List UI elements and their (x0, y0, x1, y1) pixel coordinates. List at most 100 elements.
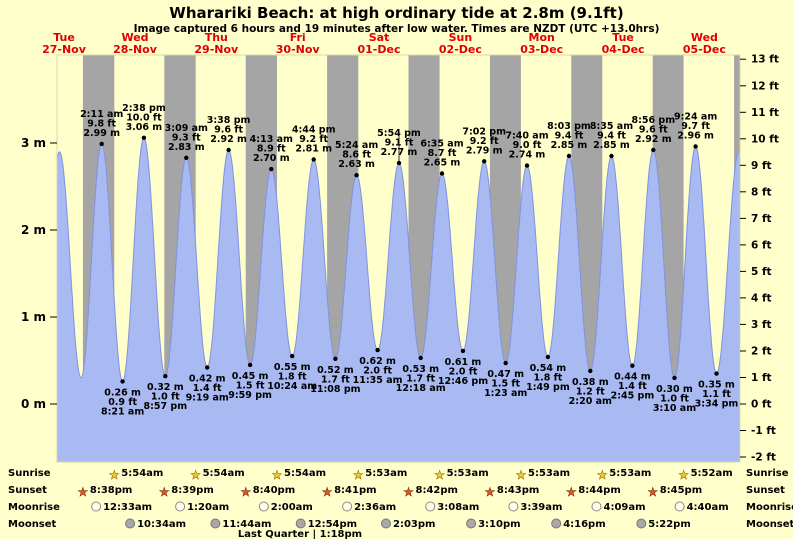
tide-point (672, 375, 677, 381)
low-tide-marker: 0.45 m1.5 ft9:59 pm (228, 362, 272, 401)
low-tide-marker: 0.44 m1.4 ft2:45 pm (611, 363, 655, 402)
tide-annotation-line: 1.8 ft (533, 373, 562, 384)
moonrise-icon (508, 501, 519, 512)
tide-annotation-line: 2.92 m (635, 134, 672, 145)
sunset-icon: ★ (647, 485, 658, 499)
sunrise-time: 5:53am (447, 468, 489, 479)
tide-point (609, 153, 614, 159)
high-tide-marker: 9:24 am9.7 ft2.96 m (674, 112, 717, 149)
moonset-icon (210, 518, 221, 529)
tide-annotation-line: 2.74 m (509, 150, 546, 161)
day-weekday: Sat (369, 31, 390, 44)
day-weekday: Fri (290, 31, 306, 44)
astro-rows: Sunrise Sunrise Sunset Sunset Moonrise Moonri… (8, 468, 793, 539)
tide-annotation-line: 9.4 ft (597, 131, 626, 142)
tide-annotation-line: 0.32 m (147, 382, 184, 393)
tide-point (247, 362, 253, 368)
moonset-icon (381, 518, 391, 529)
sunset-time: 8:42pm (416, 485, 458, 496)
high-tide-marker: 5:24 am8.6 ft2.63 m (335, 140, 378, 178)
tide-annotation-line: 9:19 am (186, 393, 229, 404)
moonset-time: 10:34am (137, 519, 186, 530)
axis-label-m: 1 m (21, 310, 46, 324)
tide-point (120, 379, 125, 384)
tide-annotation-line: 2.83 m (168, 142, 205, 153)
row-label-sunrise-left: Sunrise (8, 468, 51, 479)
tide-annotation-line: 2:45 pm (611, 391, 655, 402)
high-tide-marker: 3:38 pm9.6 ft2.92 m (207, 115, 251, 153)
tide-area (57, 137, 740, 462)
tide-annotation-line: 0.9 ft (108, 397, 137, 408)
moonrise-icon (342, 501, 353, 512)
sunset-icon: ★ (159, 485, 170, 499)
tide-annotation-line: 9.1 ft (385, 138, 414, 149)
chart-title: Wharariki Beach: at high ordinary tide a… (169, 4, 624, 22)
tide-annotation-line: 0.62 m (359, 356, 396, 367)
tide-annotation-line: 3:38 pm (207, 115, 251, 126)
tide-annotation-line: 1.7 ft (321, 374, 350, 385)
tide-annotation-line: 1.4 ft (618, 381, 647, 392)
moonrise-time: 3:39am (520, 502, 562, 513)
day-date: 01-Dec (358, 43, 401, 56)
sunset-time: 8:40pm (253, 485, 295, 496)
sunset-icon: ★ (566, 485, 577, 499)
tide-point (418, 355, 423, 361)
moonset-time: 5:22pm (648, 519, 690, 530)
moonrise-icon (591, 501, 602, 512)
tide-annotation-line: 0.42 m (189, 374, 226, 385)
tide-annotation-line: 1.5 ft (236, 380, 265, 391)
row-label-moonrise-left: Moonrise (8, 502, 60, 513)
row-label-sunset-right: Sunset (746, 485, 785, 496)
day-weekday: Tue (53, 31, 75, 44)
tide-point (651, 147, 656, 153)
tide-annotation-line: 9.0 ft (513, 140, 542, 151)
moonrise-time: 12:33am (103, 502, 152, 513)
high-tide-marker: 6:35 am8.7 ft2.65 m (420, 139, 464, 176)
moonrise-icon (258, 501, 269, 512)
tide-annotation-line: 1.4 ft (193, 383, 222, 394)
tide-annotation-line: 8:56 pm (631, 115, 675, 126)
sunset-icon: ★ (485, 485, 496, 499)
tide-point (566, 153, 572, 159)
day-date: 29-Nov (194, 43, 239, 56)
tide-annotation-line: 9:24 am (674, 112, 717, 123)
tide-annotation-line: 0.52 m (317, 365, 354, 376)
day-weekday: Wed (691, 31, 718, 44)
day-weekday: Thu (205, 31, 228, 44)
tide-annotation-line: 10.0 ft (126, 112, 162, 123)
tide-annotation-line: 2.92 m (210, 134, 247, 145)
sunset-time: 8:39pm (171, 485, 213, 496)
axis-label-ft: 3 ft (751, 319, 772, 331)
moonset-icon (636, 518, 647, 529)
tide-annotation-line: 9.3 ft (172, 132, 201, 143)
low-tide-marker: 0.26 m0.9 ft8:21 am (101, 379, 144, 417)
day-date: 03-Dec (520, 43, 563, 56)
axis-label-m: 0 m (21, 397, 46, 411)
tide-annotation-line: 1.7 ft (406, 373, 435, 384)
row-label-moonrise-right: Moonrise (746, 502, 793, 513)
sunrise-icon: ★ (597, 468, 608, 482)
axis-label-ft: 6 ft (751, 239, 772, 251)
axis-label-ft: -1 ft (751, 425, 776, 437)
moonset-icon (125, 518, 136, 529)
tide-point (311, 157, 316, 162)
day-date: 04-Dec (602, 43, 645, 56)
tide-annotation-line: 11:35 am (353, 375, 403, 386)
sunrise-time: 5:53am (609, 468, 651, 479)
axis-label-m: 3 m (21, 136, 46, 150)
tide-annotation-line: 2.99 m (83, 128, 120, 139)
tide-point (333, 356, 338, 361)
tide-annotation-line: 9.8 ft (87, 118, 116, 129)
tide-annotation-line: 8:03 pm (547, 121, 591, 132)
tide-annotation-line: 1.0 ft (660, 393, 689, 404)
axis-label-ft: 1 ft (751, 372, 772, 384)
sunset-time: 8:41pm (334, 485, 376, 496)
low-tide-marker: 0.38 m1.2 ft2:20 am (569, 368, 612, 407)
low-tide-marker: 0.42 m1.4 ft9:19 am (186, 365, 229, 404)
tide-annotation-line: 9.6 ft (214, 125, 243, 136)
tide-annotation-line: 9.7 ft (681, 121, 710, 132)
